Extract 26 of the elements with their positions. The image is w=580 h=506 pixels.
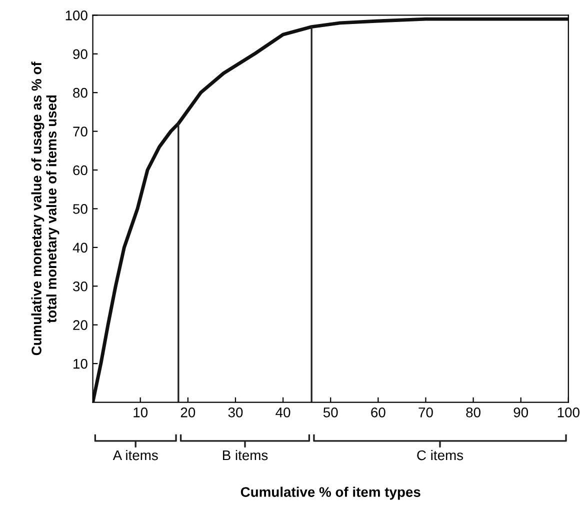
y-tick-label: 70	[73, 126, 88, 136]
y-tick-label: 30	[73, 281, 88, 292]
x-tick-label: 10	[134, 408, 148, 418]
y-tick-label: 10	[74, 358, 88, 369]
x-axis-title: Cumulative % of item types	[240, 486, 420, 500]
y-tick-label: 50	[73, 204, 88, 214]
y-tick-label: 60	[73, 165, 88, 176]
x-tick-label: 40	[276, 408, 290, 418]
y-tick-label: 100	[66, 10, 88, 20]
text: C items	[417, 450, 464, 460]
y-tick-label: 90	[73, 49, 88, 60]
y-tick-label: 40	[72, 242, 88, 253]
x-tick-label: 50	[323, 408, 338, 418]
text: B items	[222, 450, 268, 460]
line-series	[92, 17, 568, 402]
y-tick-label: 20	[73, 320, 88, 330]
x-tick-label: 70	[418, 408, 433, 418]
x-tick-label: 100	[558, 408, 580, 418]
x-tick-label: 20	[180, 408, 196, 418]
x-tick-label: 90	[514, 408, 528, 418]
x-tick-label: 60	[371, 408, 386, 418]
x-tick-label: 80	[466, 408, 480, 418]
y-axis-title: Cumulative monetary value of usage as % of total monetary value of items used	[31, 62, 60, 356]
x-tick-label: 30	[228, 408, 243, 418]
y-tick-label: 80	[73, 88, 88, 98]
text: A items	[112, 450, 158, 460]
